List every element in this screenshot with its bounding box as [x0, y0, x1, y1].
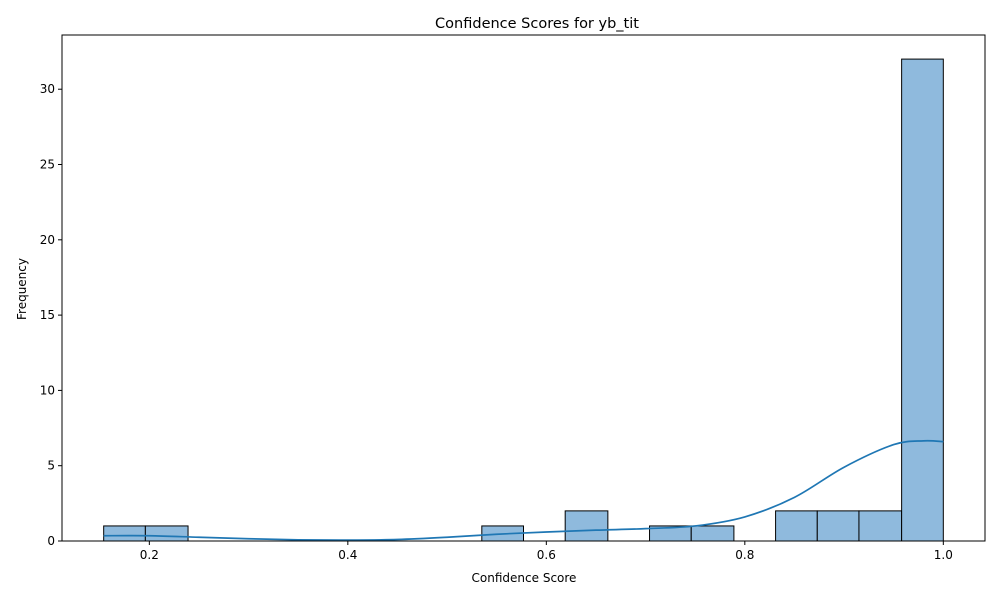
x-tick-label: 0.8	[735, 548, 754, 562]
y-tick-label: 25	[40, 158, 55, 172]
y-axis: 0 5 10 15 20 25 30	[40, 82, 62, 548]
chart-title: Confidence Scores for yb_tit	[435, 16, 639, 32]
kde-line	[103, 439, 944, 541]
y-axis-title: Frequency	[15, 258, 29, 320]
y-tick-label: 30	[40, 82, 55, 96]
histogram-bar	[858, 510, 903, 542]
plot-area	[61, 34, 986, 542]
x-axis-title: Confidence Score	[472, 571, 577, 585]
histogram-bar	[816, 510, 860, 542]
histogram-bar	[690, 525, 735, 542]
histogram-bar	[775, 510, 818, 542]
y-tick-label: 15	[40, 308, 55, 322]
x-tick-label: 0.4	[338, 548, 357, 562]
histogram-bar	[901, 58, 944, 542]
histogram-bar	[564, 510, 609, 542]
plot-frame	[61, 34, 986, 542]
histogram-bars	[103, 58, 944, 542]
y-tick-label: 10	[40, 383, 55, 397]
y-tick-label: 20	[40, 233, 55, 247]
histogram-bar	[103, 525, 146, 542]
y-tick-label: 0	[47, 534, 55, 548]
x-tick-label: 0.6	[537, 548, 556, 562]
histogram-bar	[144, 525, 189, 542]
y-tick-label: 5	[47, 459, 55, 473]
x-axis: 0.2 0.4 0.6 0.8 1.0	[140, 541, 953, 562]
x-tick-label: 1.0	[934, 548, 953, 562]
x-tick-label: 0.2	[140, 548, 159, 562]
